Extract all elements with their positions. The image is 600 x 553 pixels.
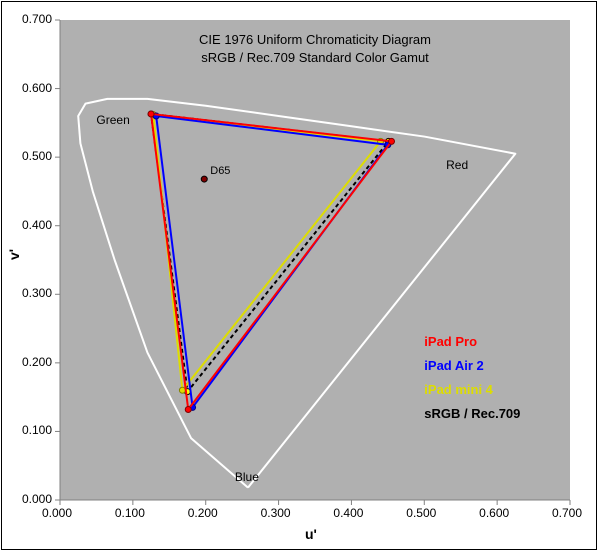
x-tick-label: 0.600 bbox=[479, 506, 509, 520]
y-tick-label: 0.200 bbox=[22, 355, 52, 369]
x-tick-label: 0.300 bbox=[261, 506, 291, 520]
whitepoint-marker bbox=[201, 176, 207, 182]
gamut-vertex bbox=[389, 138, 395, 144]
x-tick-label: 0.500 bbox=[406, 506, 436, 520]
legend-item: iPad Pro bbox=[424, 334, 477, 349]
chart-container: 0.000 0.100 0.200 0.300 0.400 0.500 0.600 0.700… bbox=[0, 0, 600, 553]
locus-label-green: Green bbox=[96, 113, 129, 127]
legend-item: sRGB / Rec.709 bbox=[424, 406, 520, 421]
x-tick-label: 0.200 bbox=[188, 506, 218, 520]
x-tick-label: 0.400 bbox=[333, 506, 363, 520]
gamut-vertex bbox=[185, 406, 191, 412]
y-tick-label: 0.400 bbox=[22, 218, 52, 232]
x-tick-label: 0.100 bbox=[115, 506, 145, 520]
gamut-2 bbox=[156, 116, 388, 407]
gamut-0 bbox=[151, 114, 389, 392]
chart-title: CIE 1976 Uniform Chromaticity Diagram bbox=[60, 32, 570, 47]
legend-item: iPad Air 2 bbox=[424, 358, 483, 373]
gamut-vertex bbox=[148, 111, 154, 117]
locus-label-red: Red bbox=[446, 158, 468, 172]
y-tick-label: 0.100 bbox=[22, 423, 52, 437]
gamut-vertex bbox=[179, 387, 185, 393]
x-tick-label: 0.000 bbox=[42, 506, 72, 520]
x-tick-label: 0.700 bbox=[552, 506, 582, 520]
whitepoint-label: D65 bbox=[210, 165, 230, 177]
y-tick-label: 0.300 bbox=[22, 286, 52, 300]
x-axis-label: u' bbox=[305, 526, 317, 542]
y-tick-label: 0.600 bbox=[22, 81, 52, 95]
y-tick-label: 0.700 bbox=[22, 12, 52, 26]
y-tick-label: 0.500 bbox=[22, 149, 52, 163]
chart-subtitle: sRGB / Rec.709 Standard Color Gamut bbox=[60, 50, 570, 65]
y-axis-label: v' bbox=[6, 249, 22, 260]
plot-svg bbox=[0, 0, 600, 553]
locus-label-blue: Blue bbox=[235, 470, 259, 484]
gamut-1 bbox=[153, 115, 380, 391]
y-tick-label: 0.000 bbox=[22, 492, 52, 506]
legend-item: iPad mini 4 bbox=[424, 382, 493, 397]
